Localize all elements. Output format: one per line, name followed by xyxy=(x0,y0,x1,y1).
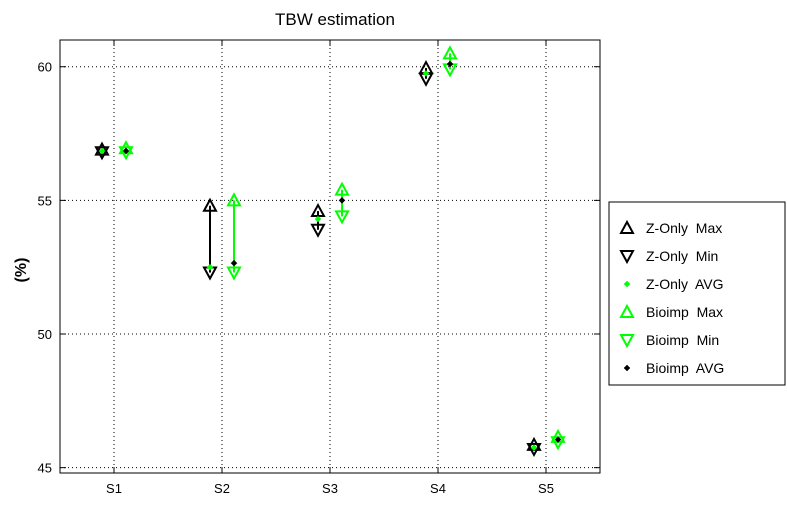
bioimp-min-legend-marker xyxy=(619,334,635,349)
z-only-max-point xyxy=(202,197,218,212)
legend-label: Z-Only Min xyxy=(646,248,718,264)
bioimp-max-point xyxy=(442,45,458,60)
y-axis-ticks: 45 50 55 60 xyxy=(38,60,600,476)
x-tick-label: S2 xyxy=(214,481,230,496)
z-only-avg-point xyxy=(530,444,538,451)
z-only-avg-point xyxy=(206,263,214,271)
x-tick-label: S4 xyxy=(430,481,446,496)
legend: Z-Only Max Z-Only Min Z-Only AVG Bioimp Max… xyxy=(608,201,786,386)
bioimp-max-point xyxy=(226,192,242,207)
z-only-avg-point xyxy=(422,70,430,77)
z-only-avg-point xyxy=(314,215,322,223)
x-tick-label: S5 xyxy=(538,481,554,496)
z-only-max-legend-marker xyxy=(619,219,635,234)
legend-label: Z-Only AVG xyxy=(646,276,724,292)
bioimp-avg-point xyxy=(554,436,562,443)
z-only-max-point xyxy=(94,141,110,156)
legend-box xyxy=(608,201,786,386)
z-only-min-legend-marker xyxy=(619,250,635,265)
z-only-min-point xyxy=(94,146,110,161)
bioimp-min-point xyxy=(334,210,350,225)
x-tick-label: S3 xyxy=(322,481,338,496)
y-tick-label: 55 xyxy=(38,193,52,208)
bioimp-avg-point xyxy=(122,147,130,155)
legend-label: Bioimp Max xyxy=(646,304,723,320)
bioimp-avg-point xyxy=(446,60,454,68)
bioimp-max-point xyxy=(334,181,350,196)
y-tick-label: 50 xyxy=(38,327,52,342)
bioimp-max-legend-marker xyxy=(619,303,635,318)
bioimp-avg-point xyxy=(338,197,346,204)
series-layer xyxy=(94,45,566,458)
bioimp-min-point xyxy=(118,146,134,161)
y-axis-label: (%) xyxy=(13,258,30,283)
bioimp-min-point xyxy=(226,266,242,281)
z-only-min-point xyxy=(526,442,542,458)
z-only-min-point xyxy=(310,223,326,238)
plot-grid xyxy=(60,40,600,473)
z-only-avg-point xyxy=(98,147,106,155)
z-only-avg-legend-marker xyxy=(623,280,631,288)
x-axis-ticks: S1 S2 S3 S4 S5 xyxy=(106,40,554,496)
y-tick-label: 45 xyxy=(38,461,52,476)
x-tick-label: S1 xyxy=(106,481,122,496)
bioimp-avg-legend-marker xyxy=(623,364,631,372)
y-tick-label: 60 xyxy=(38,60,52,75)
chart-title: TBW estimation xyxy=(275,10,395,29)
legend-label: Bioimp Min xyxy=(646,332,719,348)
legend-label: Bioimp AVG xyxy=(646,360,724,376)
legend-label: Z-Only Max xyxy=(646,220,722,236)
bioimp-avg-point xyxy=(230,259,238,267)
